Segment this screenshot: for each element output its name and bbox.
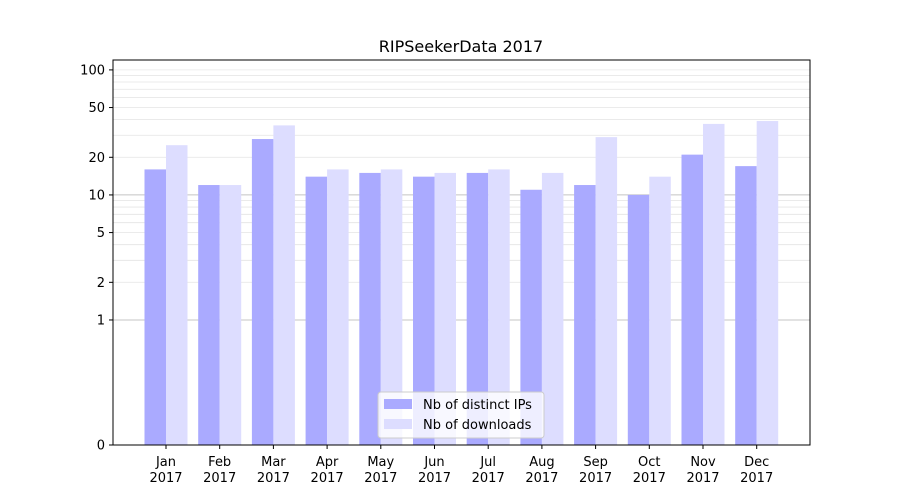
bar-distinct-ips bbox=[627, 194, 650, 445]
bar-downloads bbox=[649, 176, 671, 445]
x-tick-label-month: Jun bbox=[423, 455, 444, 470]
x-tick-label-year: 2017 bbox=[579, 471, 612, 486]
x-tick-label-year: 2017 bbox=[525, 471, 558, 486]
bar-distinct-ips bbox=[466, 172, 489, 445]
legend-swatch bbox=[384, 399, 412, 409]
bar-distinct-ips bbox=[574, 185, 596, 445]
bar-distinct-ips bbox=[520, 189, 542, 445]
x-tick-label-year: 2017 bbox=[633, 471, 666, 486]
bar-downloads bbox=[166, 145, 188, 445]
x-tick-label-year: 2017 bbox=[686, 471, 719, 486]
bar-distinct-ips bbox=[735, 166, 757, 445]
x-tick-label-month: Oct bbox=[638, 455, 660, 470]
y-tick-label: 100 bbox=[80, 63, 105, 78]
legend-label: Nb of downloads bbox=[423, 418, 532, 433]
bar-downloads bbox=[703, 123, 725, 445]
bar-downloads bbox=[327, 169, 349, 445]
bar-distinct-ips bbox=[413, 176, 435, 445]
x-tick-label-year: 2017 bbox=[740, 471, 773, 486]
x-tick-label-month: Dec bbox=[744, 455, 769, 470]
bar-distinct-ips bbox=[251, 139, 274, 445]
x-tick-label-year: 2017 bbox=[418, 471, 451, 486]
bar-distinct-ips bbox=[305, 176, 328, 445]
bar-downloads bbox=[756, 121, 779, 446]
bar-downloads bbox=[541, 172, 564, 445]
x-tick-label-month: May bbox=[367, 455, 394, 470]
x-tick-label-year: 2017 bbox=[257, 471, 290, 486]
x-tick-label-month: Apr bbox=[316, 455, 339, 470]
x-tick-label-month: Jul bbox=[479, 455, 496, 470]
x-axis: Jan2017Feb2017Mar2017Apr2017May2017Jun20… bbox=[149, 445, 773, 486]
bar-downloads bbox=[273, 125, 295, 445]
legend-box bbox=[377, 391, 545, 439]
bar-downloads bbox=[595, 137, 618, 445]
x-tick-label-year: 2017 bbox=[149, 471, 182, 486]
x-tick-label-year: 2017 bbox=[203, 471, 236, 486]
x-tick-label-month: Sep bbox=[583, 455, 608, 470]
x-tick-label-month: Aug bbox=[529, 455, 554, 470]
x-tick-label-year: 2017 bbox=[472, 471, 505, 486]
x-tick-label-year: 2017 bbox=[364, 471, 397, 486]
x-tick-label-year: 2017 bbox=[311, 471, 344, 486]
bar-downloads bbox=[434, 172, 456, 445]
y-tick-label: 0 bbox=[97, 439, 105, 454]
bar-downloads bbox=[380, 169, 403, 445]
bars bbox=[144, 121, 779, 446]
legend-label: Nb of distinct IPs bbox=[423, 398, 532, 413]
y-tick-label: 20 bbox=[88, 151, 105, 166]
y-tick-label: 2 bbox=[97, 276, 105, 291]
chart-title: RIPSeekerData 2017 bbox=[379, 37, 543, 56]
x-tick-label-month: Nov bbox=[690, 455, 716, 470]
y-axis: 0 1 2 5 10 20 50 100 bbox=[80, 63, 113, 454]
bar-distinct-ips bbox=[681, 154, 703, 446]
bar-downloads bbox=[488, 169, 510, 445]
y-tick-label: 5 bbox=[97, 226, 105, 241]
legend-swatch bbox=[384, 419, 412, 429]
bar-downloads bbox=[219, 185, 242, 445]
y-tick-label: 50 bbox=[88, 101, 105, 116]
bar-distinct-ips bbox=[359, 172, 381, 445]
bar-distinct-ips bbox=[144, 169, 166, 445]
y-tick-label: 10 bbox=[88, 188, 105, 203]
y-tick-label: 1 bbox=[97, 313, 105, 328]
x-tick-label-month: Mar bbox=[261, 455, 286, 470]
legend: Nb of distinct IPs Nb of downloads bbox=[377, 391, 545, 439]
plot-frame bbox=[112, 59, 811, 446]
x-tick-label-month: Feb bbox=[208, 455, 231, 470]
bar-distinct-ips bbox=[198, 185, 220, 445]
x-tick-label-month: Jan bbox=[155, 455, 176, 470]
